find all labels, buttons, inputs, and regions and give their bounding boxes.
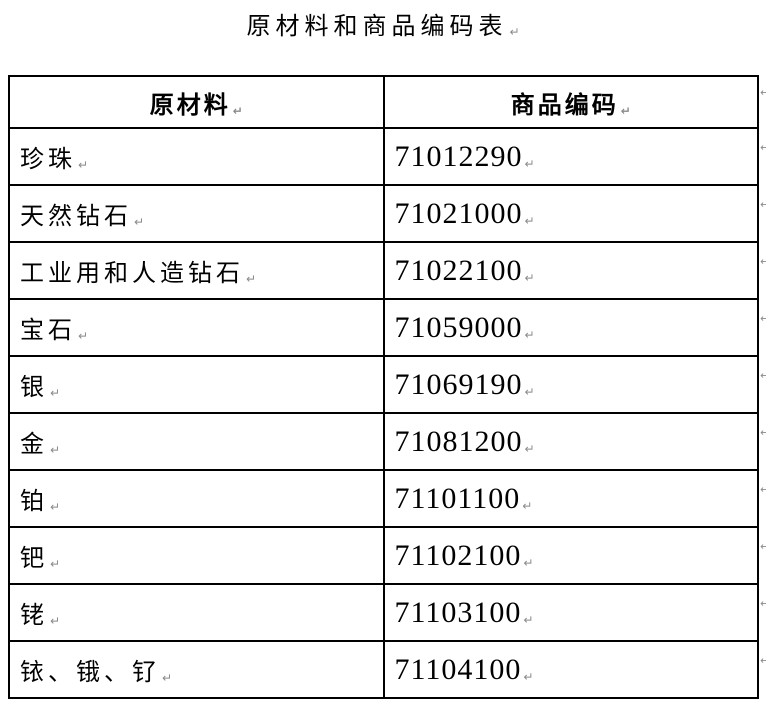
row-end-mark-icon: ↵ <box>760 369 766 382</box>
table-row: 金 ↵ 71081200 ↵ <box>8 412 759 471</box>
commodity-code: 71104100 <box>394 652 522 686</box>
paragraph-mark-icon: ↵ <box>134 215 145 229</box>
commodity-code: 71101100 <box>394 481 521 515</box>
row-end-mark-icon: ↵ <box>760 141 766 154</box>
material-cell: 铱、锇、钌 ↵ <box>8 640 385 699</box>
row-end-mark-icon: ↵ <box>760 654 766 667</box>
header-code-label: 商品编码 <box>510 92 619 119</box>
material-name: 钯 <box>20 546 48 572</box>
paragraph-mark-icon: ↵ <box>50 443 61 457</box>
code-cell: 71104100 ↵ <box>382 640 759 699</box>
paragraph-mark-icon: ↵ <box>523 612 534 627</box>
header-material-label: 原材料 <box>149 92 231 119</box>
material-cell: 钯 ↵ <box>8 526 385 585</box>
material-name: 工业用和人造钻石 <box>20 261 244 287</box>
paragraph-mark-icon: ↵ <box>50 614 61 628</box>
code-cell: 71022100 ↵ <box>382 241 759 300</box>
table-row: 铑 ↵ 71103100 ↵ <box>8 583 759 642</box>
code-cell: 71069190 ↵ <box>382 355 759 414</box>
table-row: 钯 ↵ 71102100 ↵ <box>8 526 759 585</box>
paragraph-mark-icon: ↵ <box>50 500 61 514</box>
paragraph-mark-icon: ↵ <box>524 156 535 171</box>
table-body: 珍珠 ↵ 71012290 ↵ 天然钻石 ↵ 71021000 ↵ 工业用和人造钻石 ↵ 71022… <box>8 127 759 699</box>
header-cell-material: 原材料 ↵ <box>8 75 385 129</box>
table-row: 银 ↵ 71069190 ↵ <box>8 355 759 414</box>
commodity-code: 71059000 <box>394 310 523 344</box>
row-end-mark-icon: ↵ <box>760 255 766 268</box>
paragraph-mark-icon: ↵ <box>524 327 535 342</box>
row-end-mark-icon: ↵ <box>760 597 766 610</box>
paragraph-mark-icon: ↵ <box>524 213 535 228</box>
material-name: 银 <box>20 375 48 401</box>
table-row: 珍珠 ↵ 71012290 ↵ <box>8 127 759 186</box>
material-name: 珍珠 <box>20 147 76 173</box>
material-cell: 工业用和人造钻石 ↵ <box>8 241 385 300</box>
paragraph-mark-icon: ↵ <box>246 272 257 286</box>
row-end-mark-icon: ↵ <box>760 86 766 99</box>
paragraph-mark-icon: ↵ <box>522 498 533 513</box>
material-cell: 宝石 ↵ <box>8 298 385 357</box>
material-cell: 铑 ↵ <box>8 583 385 642</box>
commodity-code: 71012290 <box>394 139 523 173</box>
material-name: 天然钻石 <box>20 204 132 230</box>
commodity-code: 71069190 <box>394 367 523 401</box>
material-cell: 天然钻石 ↵ <box>8 184 385 243</box>
code-cell: 71102100 ↵ <box>382 526 759 585</box>
commodity-code: 71103100 <box>394 595 522 629</box>
material-name: 金 <box>20 432 48 458</box>
paragraph-mark-icon: ↵ <box>232 103 243 118</box>
row-end-mark-icon: ↵ <box>760 426 766 439</box>
paragraph-mark-icon: ↵ <box>50 557 61 571</box>
code-cell: 71101100 ↵ <box>382 469 759 528</box>
material-name: 宝石 <box>20 318 76 344</box>
paragraph-mark-icon: ↵ <box>162 671 173 685</box>
table-header: 原材料 ↵ 商品编码 ↵ <box>8 75 759 129</box>
commodity-code-table: 原材料 ↵ 商品编码 ↵ 珍珠 ↵ 71012290 ↵ 天然钻石 ↵ 71021000 ↵ 工业用… <box>8 75 759 699</box>
table-row: 宝石 ↵ 71059000 ↵ <box>8 298 759 357</box>
material-name: 铱、锇、钌 <box>20 660 160 686</box>
paragraph-mark-icon: ↵ <box>620 103 631 118</box>
table-row: 铱、锇、钌 ↵ 71104100 ↵ <box>8 640 759 699</box>
paragraph-mark-icon: ↵ <box>523 669 534 684</box>
row-end-mark-icon: ↵ <box>760 312 766 325</box>
paragraph-mark-icon: ↵ <box>50 386 61 400</box>
row-end-mark-icon: ↵ <box>760 483 766 496</box>
material-cell: 金 ↵ <box>8 412 385 471</box>
material-cell: 珍珠 ↵ <box>8 127 385 186</box>
paragraph-mark-icon: ↵ <box>78 158 89 172</box>
header-row: 原材料 ↵ 商品编码 ↵ <box>8 75 759 129</box>
paragraph-mark-icon: ↵ <box>509 25 520 39</box>
code-cell: 71021000 ↵ <box>382 184 759 243</box>
code-cell: 71103100 ↵ <box>382 583 759 642</box>
paragraph-mark-icon: ↵ <box>524 441 535 456</box>
material-cell: 银 ↵ <box>8 355 385 414</box>
commodity-code: 71022100 <box>394 253 523 287</box>
commodity-code: 71102100 <box>394 538 522 572</box>
paragraph-mark-icon: ↵ <box>523 555 534 570</box>
material-name: 铑 <box>20 603 48 629</box>
paragraph-mark-icon: ↵ <box>524 270 535 285</box>
page-title: 原材料和商品编码表 ↵ <box>0 6 766 41</box>
header-cell-code: 商品编码 ↵ <box>382 75 759 129</box>
material-cell: 铂 ↵ <box>8 469 385 528</box>
material-name: 铂 <box>20 489 48 515</box>
commodity-code: 71081200 <box>394 424 523 458</box>
table-row: 工业用和人造钻石 ↵ 71022100 ↵ <box>8 241 759 300</box>
table-row: 铂 ↵ 71101100 ↵ <box>8 469 759 528</box>
paragraph-mark-icon: ↵ <box>524 384 535 399</box>
page-title-text: 原材料和商品编码表 <box>246 14 508 40</box>
code-cell: 71081200 ↵ <box>382 412 759 471</box>
paragraph-mark-icon: ↵ <box>78 329 89 343</box>
code-cell: 71059000 ↵ <box>382 298 759 357</box>
commodity-code: 71021000 <box>394 196 523 230</box>
row-end-mark-icon: ↵ <box>760 540 766 553</box>
code-cell: 71012290 ↵ <box>382 127 759 186</box>
row-end-mark-icon: ↵ <box>760 198 766 211</box>
table-row: 天然钻石 ↵ 71021000 ↵ <box>8 184 759 243</box>
